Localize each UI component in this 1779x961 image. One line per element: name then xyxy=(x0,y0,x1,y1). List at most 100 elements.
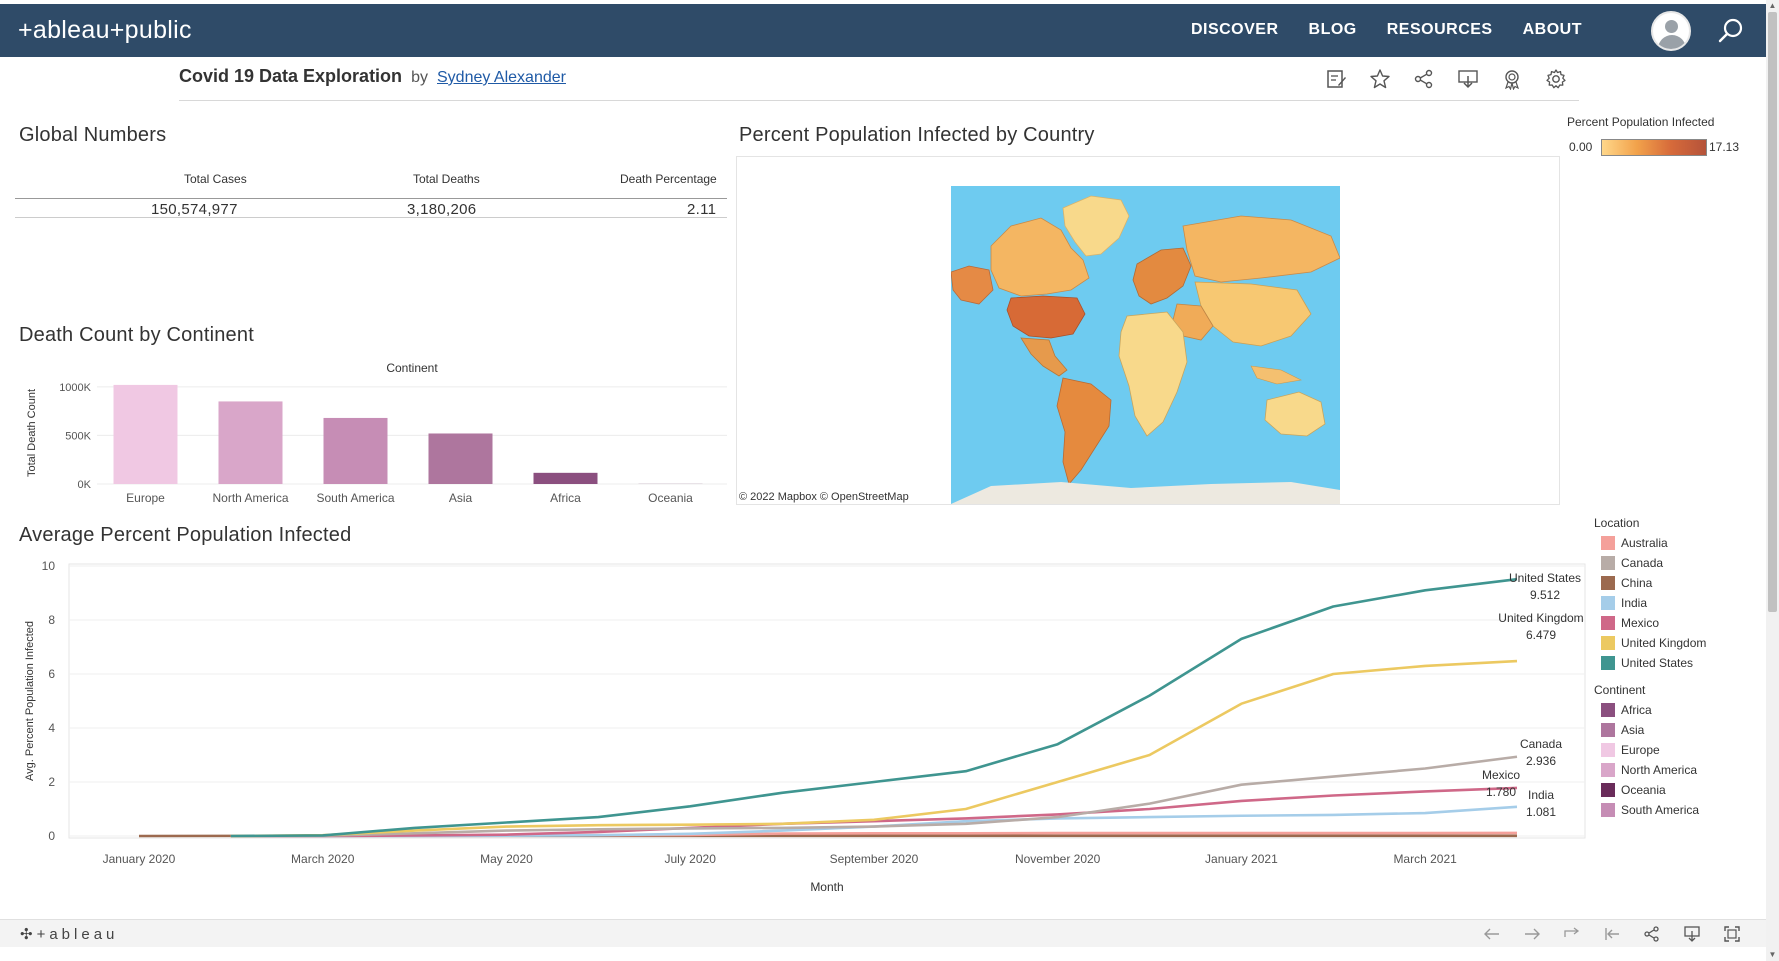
line-series-united-states[interactable] xyxy=(230,577,1518,838)
map-credit: © 2022 Mapbox © OpenStreetMap xyxy=(739,491,909,503)
nav-link-about[interactable]: ABOUT xyxy=(1522,21,1582,38)
map-legend-title: Percent Population Infected xyxy=(1567,115,1715,129)
legend-item-china[interactable]: China xyxy=(1601,576,1652,590)
legend-item-mexico[interactable]: Mexico xyxy=(1601,616,1659,630)
map-legend-max: 17.13 xyxy=(1709,140,1740,154)
line-series-name-label: United States xyxy=(1509,571,1581,585)
legend-swatch xyxy=(1601,703,1615,717)
line-x-tick-label: January 2021 xyxy=(1205,852,1278,866)
region-europe[interactable] xyxy=(1132,247,1192,305)
nav-link-blog[interactable]: BLOG xyxy=(1308,21,1357,38)
scroll-up-arrow-icon[interactable]: ▲ xyxy=(1768,1,1777,10)
line-x-tick-label: March 2021 xyxy=(1393,852,1457,866)
value-death-percentage[interactable]: 2.11 xyxy=(687,201,717,218)
bar-europe[interactable] xyxy=(113,384,178,484)
region-greenland[interactable] xyxy=(1062,195,1130,257)
header-death-percentage: Death Percentage xyxy=(620,172,717,186)
region-united-states[interactable] xyxy=(1006,295,1086,339)
bar-africa[interactable] xyxy=(533,472,598,484)
page-scrollbar-thumb[interactable] xyxy=(1768,12,1777,612)
reset-first-icon[interactable] xyxy=(1603,925,1621,943)
region-australia[interactable] xyxy=(1264,391,1326,437)
star-icon[interactable] xyxy=(1369,68,1391,90)
region-africa[interactable] xyxy=(1118,311,1188,437)
region-alaska[interactable] xyxy=(951,265,994,305)
search-icon[interactable] xyxy=(1718,18,1744,44)
bar-x-tick-label: Africa xyxy=(550,491,581,505)
region-mexico[interactable] xyxy=(1020,337,1068,377)
value-total-cases[interactable]: 150,574,977 xyxy=(151,201,238,218)
region-russia[interactable] xyxy=(1182,215,1340,283)
line-series-united-kingdom[interactable] xyxy=(230,659,1518,838)
legend-swatch xyxy=(1601,723,1615,737)
legend-label: Mexico xyxy=(1621,616,1660,630)
world-choropleth-map[interactable] xyxy=(951,186,1340,504)
redo-icon[interactable] xyxy=(1523,925,1541,943)
bar-y-tick-label: 500K xyxy=(65,430,91,442)
footer-share-icon[interactable] xyxy=(1643,925,1661,943)
line-series-value-label: 1.081 xyxy=(1526,805,1556,819)
tableau-footer-logo[interactable]: ✣+ableau xyxy=(20,926,119,943)
bar-y-tick-label: 1000K xyxy=(59,382,91,394)
death-count-bar-chart: Continent Total Death Count 0K 500K 1000K Eur… xyxy=(26,361,727,505)
line-x-tick-label: July 2020 xyxy=(665,852,717,866)
bar-x-tick-label: North America xyxy=(212,491,288,505)
nav-link-discover[interactable]: DISCOVER xyxy=(1190,21,1279,38)
legend-item-south-america[interactable]: South America xyxy=(1601,803,1699,817)
bar-north-america[interactable] xyxy=(218,401,283,484)
legend-swatch xyxy=(1601,636,1615,650)
value-total-deaths[interactable]: 3,180,206 xyxy=(407,201,477,218)
legend-swatch xyxy=(1601,803,1615,817)
viz-footer: ✣+ableau xyxy=(0,919,1766,947)
region-indonesia[interactable] xyxy=(1250,365,1302,385)
edit-icon[interactable] xyxy=(1325,68,1347,90)
tableau-public-logo[interactable]: +ableau+public xyxy=(18,16,192,44)
revert-icon[interactable] xyxy=(1563,925,1581,943)
award-icon[interactable] xyxy=(1501,68,1523,91)
legend-item-north-america[interactable]: North America xyxy=(1601,763,1697,777)
avatar-head xyxy=(1665,20,1678,33)
legend-item-asia[interactable]: Asia xyxy=(1601,723,1644,737)
table-divider-top xyxy=(15,198,727,199)
footer-download-icon[interactable] xyxy=(1683,925,1701,943)
line-series-mexico[interactable] xyxy=(230,786,1518,838)
user-avatar[interactable] xyxy=(1651,11,1691,51)
nav-link-resources[interactable]: RESOURCES xyxy=(1386,21,1493,38)
legend-item-europe[interactable]: Europe xyxy=(1601,743,1660,757)
legend-label: China xyxy=(1621,576,1653,590)
region-canada[interactable] xyxy=(990,217,1090,297)
line-x-axis-title: Month xyxy=(810,880,843,894)
legend-item-canada[interactable]: Canada xyxy=(1601,556,1663,570)
legend-item-united-states[interactable]: United States xyxy=(1601,656,1693,670)
share-icon[interactable] xyxy=(1413,68,1435,90)
region-antarctica xyxy=(951,482,1340,504)
author-link[interactable]: Sydney Alexander xyxy=(437,69,566,86)
legend-item-united-kingdom[interactable]: United Kingdom xyxy=(1601,636,1706,650)
line-series-canada[interactable] xyxy=(230,755,1518,838)
legend-label: Oceania xyxy=(1621,783,1666,797)
legend-swatch xyxy=(1601,556,1615,570)
undo-icon[interactable] xyxy=(1483,925,1501,943)
header-total-deaths: Total Deaths xyxy=(413,172,480,186)
scroll-down-arrow-icon[interactable]: ▼ xyxy=(1768,950,1777,959)
legend-item-australia[interactable]: Australia xyxy=(1601,536,1668,550)
line-y-tick-label: 10 xyxy=(42,559,56,573)
legend-item-oceania[interactable]: Oceania xyxy=(1601,783,1666,797)
line-series-value-label: 1.780 xyxy=(1486,785,1516,799)
line-x-tick-label: January 2020 xyxy=(103,852,176,866)
bar-x-tick-label: Europe xyxy=(126,491,165,505)
bar-asia[interactable] xyxy=(428,433,493,484)
fullscreen-icon[interactable] xyxy=(1723,925,1741,943)
legend-label: Canada xyxy=(1621,556,1664,570)
download-icon[interactable] xyxy=(1457,68,1479,90)
table-divider-bottom xyxy=(15,217,727,218)
continent-legend-title: Continent xyxy=(1594,683,1646,697)
bar-south-america[interactable] xyxy=(323,417,388,484)
legend-item-india[interactable]: India xyxy=(1601,596,1647,610)
bar-x-axis-title: Continent xyxy=(386,361,438,375)
region-south-america[interactable] xyxy=(1056,377,1112,485)
line-x-tick-label: March 2020 xyxy=(291,852,355,866)
settings-gear-icon[interactable] xyxy=(1545,68,1567,90)
legend-item-africa[interactable]: Africa xyxy=(1601,703,1652,717)
line-y-axis-title: Avg. Percent Population Infected xyxy=(24,621,36,781)
